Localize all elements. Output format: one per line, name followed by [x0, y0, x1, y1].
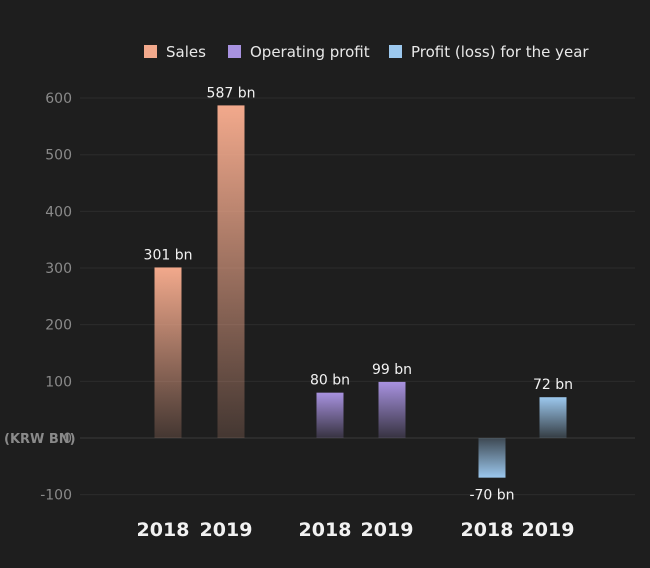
data-label: 587 bn [207, 85, 256, 101]
data-label: -70 bn [469, 488, 514, 504]
x-category-label: 2018 [137, 519, 190, 541]
bars [154, 105, 567, 478]
y-tick-label: 100 [45, 374, 72, 390]
y-tick-label: 300 [45, 261, 72, 277]
bar-operating-profit-2019 [378, 381, 406, 438]
bar-operating-profit-2018 [316, 392, 344, 438]
y-tick-label: 500 [45, 148, 72, 164]
legend-label-profit-loss: Profit (loss) for the year [411, 43, 589, 61]
y-axis: -100 0 100 200 300 400 500 600 (KRW BN) [4, 91, 76, 504]
x-category-label: 2019 [200, 519, 253, 541]
bar-sales-2018 [154, 267, 182, 438]
legend-label-operating-profit: Operating profit [250, 43, 370, 61]
bar-sales-2019 [217, 105, 245, 439]
data-label: 72 bn [533, 377, 573, 393]
x-category-label: 2019 [522, 519, 575, 541]
bar-profit-loss-for-the-year-2019 [539, 397, 567, 438]
x-category-label: 2018 [461, 519, 514, 541]
legend-swatch-sales [144, 45, 157, 58]
legend-swatch-profit-loss [389, 45, 402, 58]
y-tick-label: 400 [45, 204, 72, 220]
bar-profit-loss-for-the-year-2018 [478, 438, 506, 478]
x-category-label: 2018 [299, 519, 352, 541]
data-labels: 301 bn 2018 587 bn 2019 80 bn 2018 99 bn 2019 -7… [137, 85, 575, 541]
data-label: 80 bn [310, 373, 350, 389]
legend-label-sales: Sales [166, 43, 206, 61]
legend: Sales Operating profit Profit (loss) for… [144, 43, 589, 61]
y-tick-label: 200 [45, 318, 72, 334]
legend-swatch-operating-profit [228, 45, 241, 58]
y-tick-label: 0 [63, 431, 72, 447]
y-tick-label: -100 [40, 488, 72, 504]
data-label: 301 bn [144, 247, 193, 263]
y-tick-label: 600 [45, 91, 72, 107]
x-category-label: 2019 [361, 519, 414, 541]
data-label: 99 bn [372, 362, 412, 378]
y-unit-label: (KRW BN) [4, 432, 76, 447]
